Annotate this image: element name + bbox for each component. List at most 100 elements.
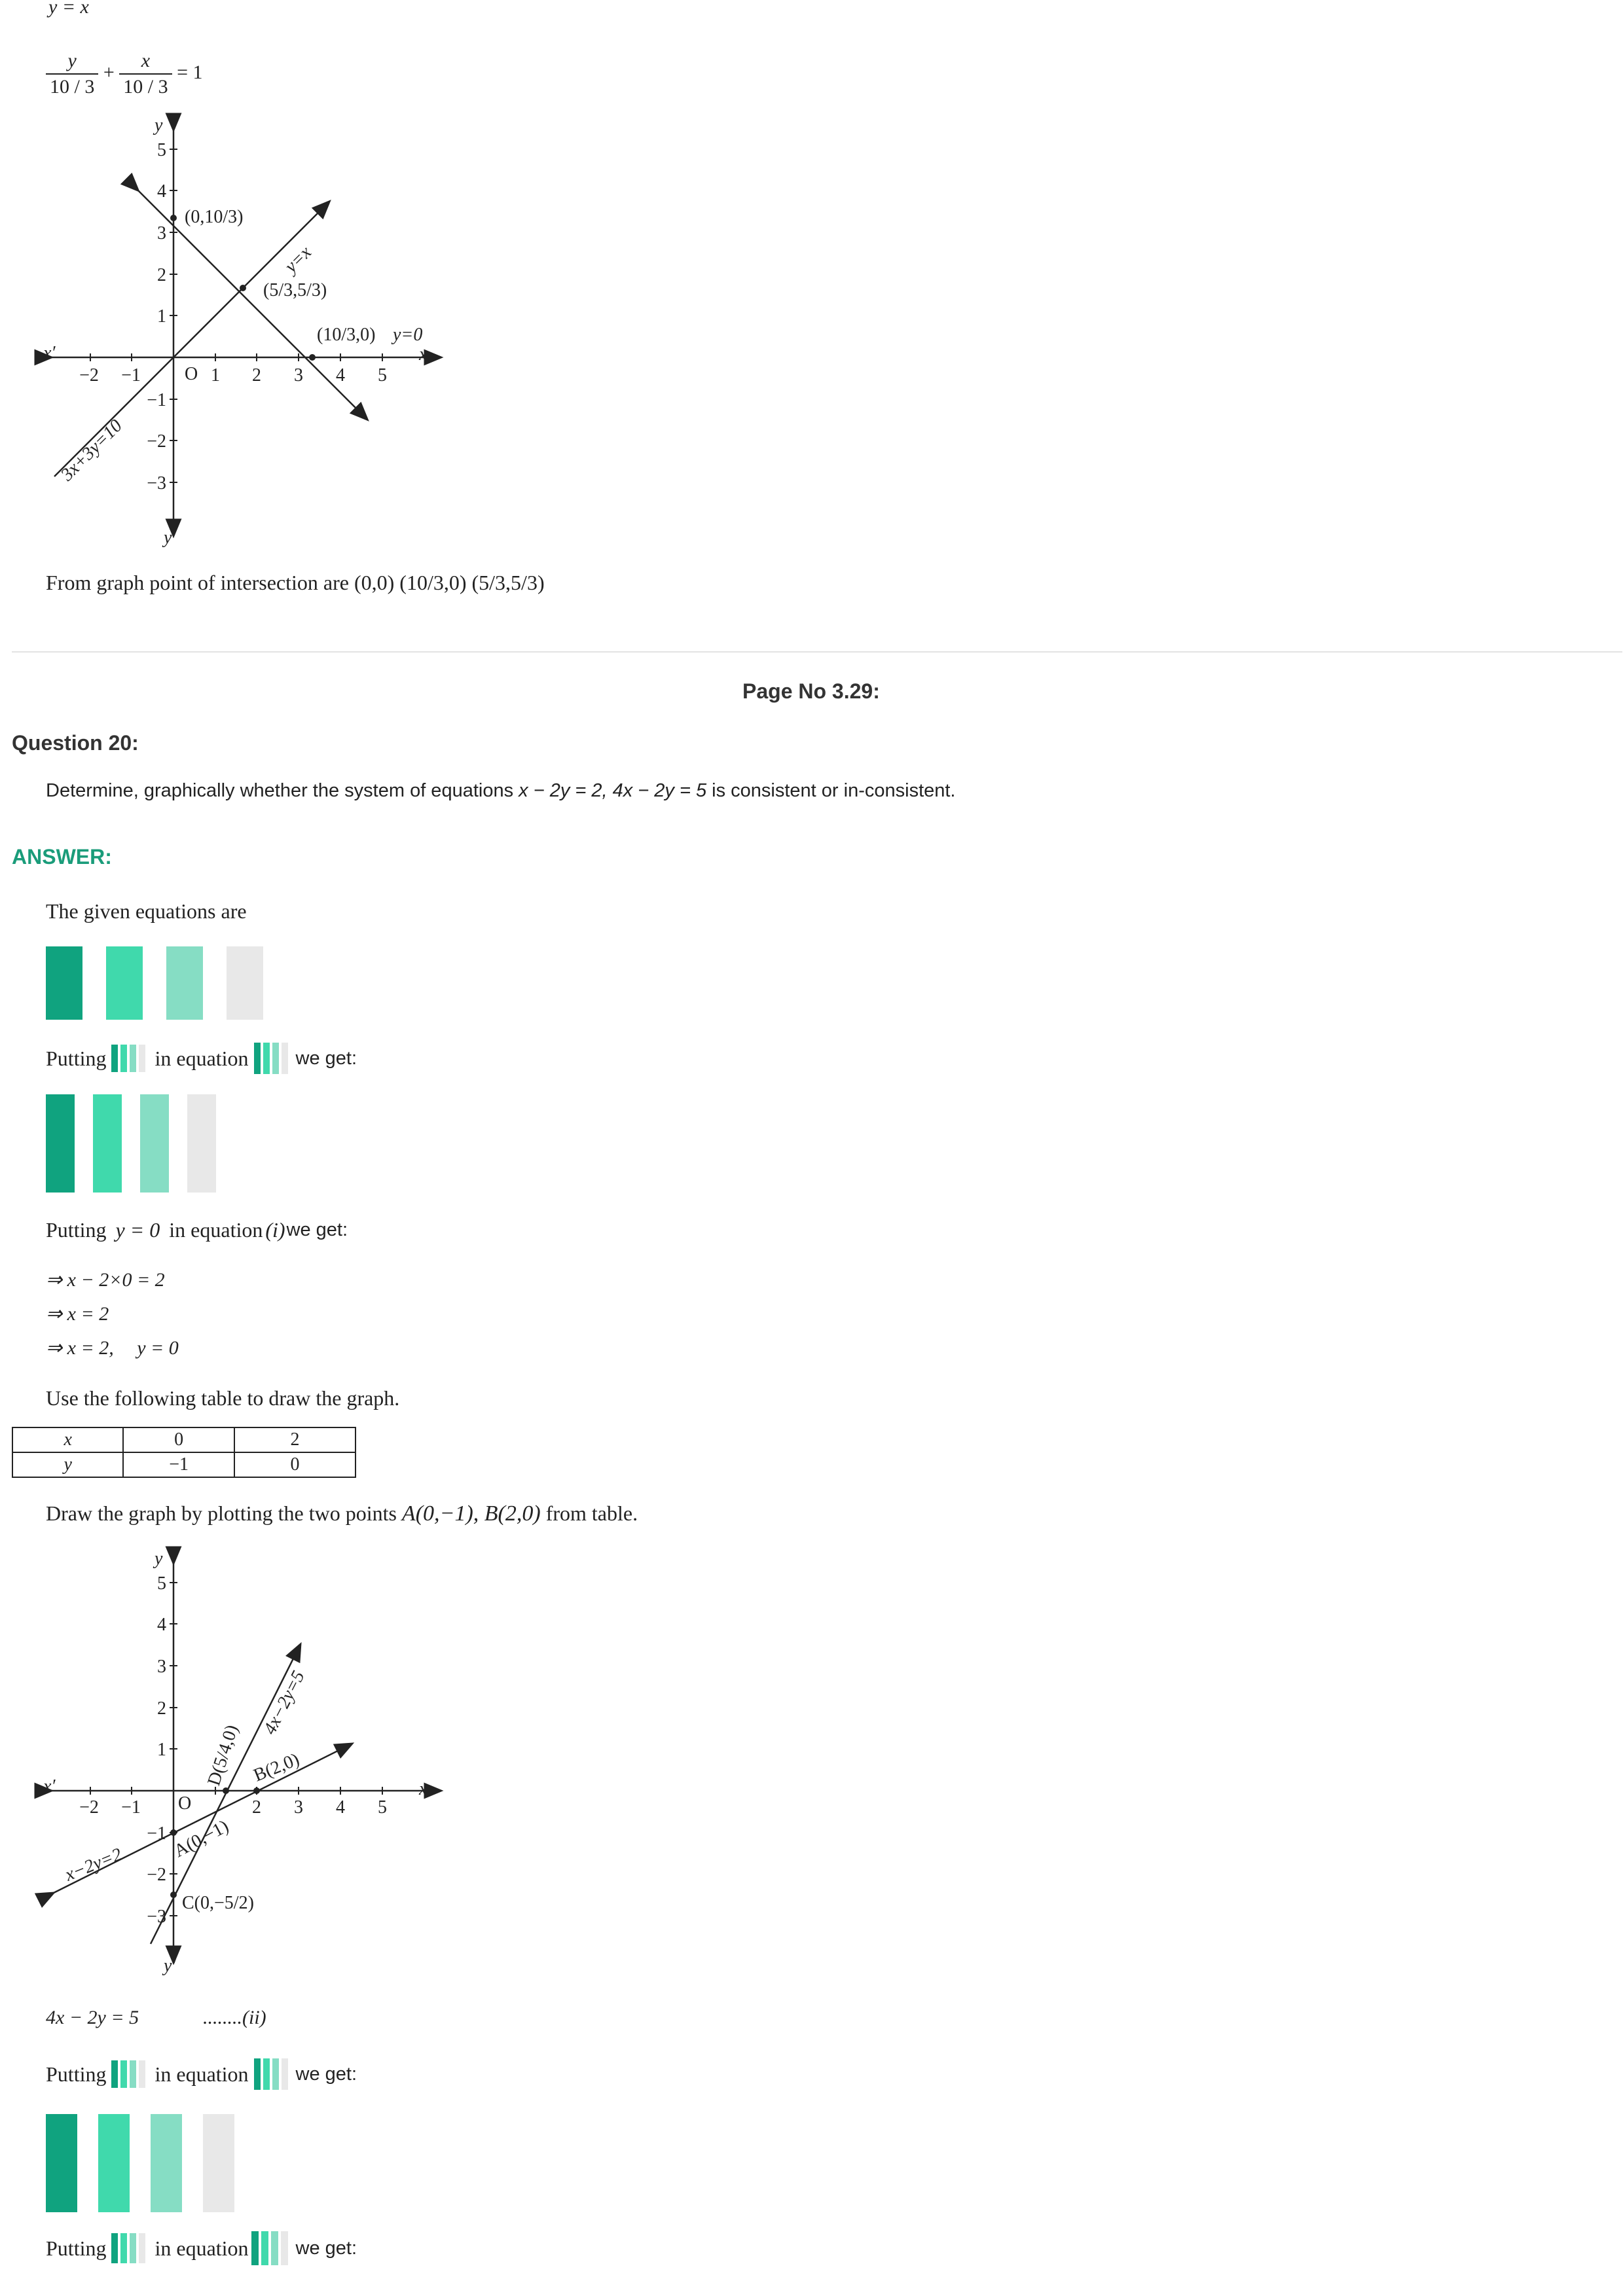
given-equations-text: The given equations are (46, 899, 247, 923)
x-axis-label: x (418, 344, 428, 365)
putting-y-zero-line: Putting y = 0 in equation (i) we get: (46, 1213, 348, 1246)
y-axis-label: y (153, 1549, 163, 1569)
x-tick-label: −1 (121, 1797, 141, 1818)
we-get-text: we get: (295, 1047, 357, 1069)
in-equation-text: in equation (155, 1046, 249, 1070)
x-tick-label: −2 (79, 365, 99, 386)
page-number: Page No 3.29: (742, 679, 880, 703)
fraction-numerator-x: x (119, 48, 172, 75)
label-point-B: B(2,0) (251, 1749, 302, 1786)
question-text-prefix: Determine, graphically whether the syste… (46, 780, 519, 801)
question-text: Determine, graphically whether the syste… (46, 780, 956, 802)
in-equation-text: in equation (155, 2062, 249, 2086)
y-axis-label: y (153, 115, 163, 135)
step-substitute: ⇒ x − 2×0 = 2 (46, 1269, 165, 1291)
x-axis-label: x (418, 1779, 428, 1799)
y-tick-label: 3 (157, 223, 166, 243)
fraction-denominator: 10 / 3 (123, 76, 168, 98)
equation-image-placeholder (98, 2114, 130, 2212)
values-table: x 0 2 y −1 0 (11, 1427, 357, 1478)
equation-image-placeholder (46, 946, 82, 1020)
table-cell: y (11, 1452, 124, 1478)
equation-image-placeholder (46, 1094, 75, 1193)
fraction-numerator-y: y (46, 48, 99, 75)
x-neg-axis-label: x′ (43, 343, 56, 363)
draw-graph-text: Draw the graph by plotting the two point… (46, 1501, 638, 1526)
equation-image-placeholder (93, 1094, 122, 1193)
putting-text: Putting (46, 1217, 107, 1242)
step-x-equals-2: ⇒ x = 2 (46, 1303, 109, 1325)
point-D (223, 1787, 229, 1794)
putting-text: Putting (46, 2062, 107, 2086)
in-equation-text: in equation (155, 2236, 249, 2260)
x-tick-label: −1 (121, 365, 141, 386)
step-result-y: y = 0 (137, 1337, 179, 1359)
x-tick-label: 5 (378, 1797, 387, 1818)
y-tick-label: 2 (157, 1698, 166, 1719)
inline-placeholder (253, 1043, 288, 1074)
question-text-suffix: is consistent or in-consistent. (706, 780, 956, 801)
we-get-text: we get: (295, 2063, 357, 2085)
x-tick-label: 3 (294, 365, 303, 386)
draw-points: A(0,−1), B(2,0) (401, 1501, 541, 1526)
putting-text: Putting (46, 2236, 107, 2260)
draw-text-suffix: from table. (540, 1501, 638, 1525)
table-row: y −1 0 (11, 1452, 357, 1478)
we-get-text: we get: (295, 2237, 357, 2259)
point-A (170, 1829, 177, 1836)
inline-placeholder (251, 2231, 288, 2265)
plus-sign: + (103, 61, 115, 83)
table-cell: 0 (233, 1452, 357, 1478)
section-divider (12, 651, 1622, 653)
table-cell: 0 (122, 1427, 235, 1453)
inline-placeholder (111, 1045, 146, 1072)
equation-image-placeholder (140, 1094, 169, 1193)
x-tick-label: 4 (336, 365, 345, 386)
point-B (253, 1787, 260, 1794)
y-tick-label: −2 (147, 1865, 166, 1885)
graph-intersection: −2 −1 1 2 3 4 5 5 4 3 2 1 −1 −2 −3 O y y… (34, 113, 444, 548)
use-table-text: Use the following table to draw the grap… (46, 1386, 400, 1410)
y-tick-label: 3 (157, 1657, 166, 1677)
x-tick-label: 2 (252, 365, 261, 386)
x-tick-label: −2 (79, 1797, 99, 1818)
y-tick-label: 5 (157, 1573, 166, 1594)
label-point-5-3-5-3: (5/3,5/3) (263, 280, 327, 300)
equation-image-placeholder (46, 2114, 77, 2212)
inline-placeholder (111, 2233, 146, 2263)
fraction-y: y 10 / 3 (46, 48, 99, 99)
y-tick-label: 1 (157, 1740, 166, 1760)
label-point-0-10-3: (0,10/3) (185, 207, 243, 227)
equation-image-placeholder (203, 2114, 234, 2212)
x-tick-label: 4 (336, 1797, 345, 1818)
point-10-3-0 (309, 354, 316, 361)
origin-label: O (185, 364, 198, 384)
intercept-form-equation: y 10 / 3 + x 10 / 3 = 1 (46, 48, 203, 99)
putting-variable: y = 0 (115, 1217, 160, 1242)
y-tick-label: −3 (147, 473, 166, 493)
fraction-x: x 10 / 3 (119, 48, 172, 99)
question-title: Question 20: (12, 731, 139, 755)
label-point-10-3-0: (10/3,0) (317, 325, 375, 345)
we-get-text: we get: (286, 1219, 348, 1240)
x-neg-axis-label: x′ (43, 1776, 56, 1797)
graph-consistency: −2 −1 2 3 4 5 5 4 3 2 1 −1 −2 −3 O y y′ … (34, 1546, 444, 1976)
y-tick-label: 4 (157, 181, 166, 202)
step-result: ⇒ x = 2, y = 0 (46, 1336, 179, 1359)
y-neg-axis-label: y′ (162, 528, 176, 548)
point-0-10-3 (170, 215, 177, 221)
label-point-A: A(0,−1) (171, 1816, 232, 1861)
equals-one: = 1 (177, 61, 203, 83)
intersection-conclusion: From graph point of intersection are (0,… (46, 571, 545, 594)
x-tick-label: 5 (378, 365, 387, 386)
equation-image-placeholder (166, 946, 203, 1020)
putting-text: Putting (46, 1046, 107, 1070)
y-tick-label: 5 (157, 140, 166, 160)
equation-image-placeholder (187, 1094, 216, 1193)
origin-label: O (178, 1793, 191, 1814)
label-point-D: D(5/4,0) (204, 1723, 242, 1789)
equation-image-placeholder (227, 946, 263, 1020)
label-line-x-2y-2: x−2y=2 (62, 1844, 125, 1886)
y-tick-label: 4 (157, 1615, 166, 1635)
putting-line: Putting in equation we get: (46, 1042, 357, 1075)
